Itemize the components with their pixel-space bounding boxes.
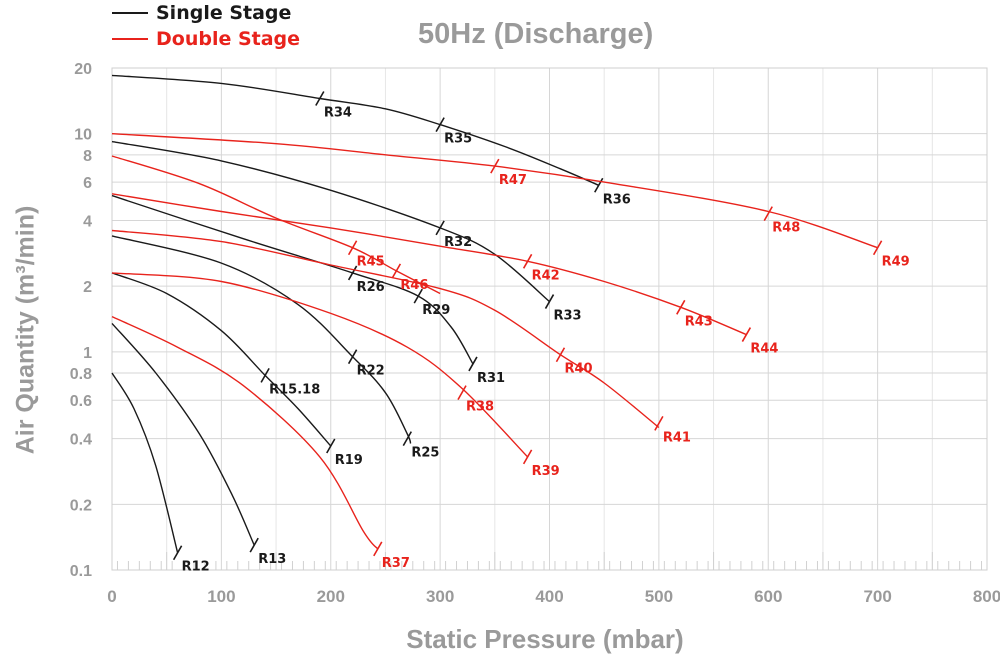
- y-tick-label: 20: [74, 61, 92, 78]
- model-marker: [347, 349, 358, 365]
- model-marker: [347, 240, 358, 256]
- model-label: R45: [357, 255, 385, 270]
- legend-swatch-double-stage: [112, 38, 148, 40]
- legend-label-single-stage: Single Stage: [156, 2, 292, 24]
- model-marker: [763, 206, 773, 222]
- model-label: R36: [603, 192, 631, 207]
- model-marker: [373, 541, 383, 557]
- model-label: R31: [477, 371, 505, 386]
- series-line-4: [111, 194, 474, 365]
- model-label: R34: [324, 105, 352, 120]
- model-marker: [522, 449, 533, 465]
- series-line-9: [111, 229, 660, 429]
- x-axis-label: Static Pressure (mbar): [406, 624, 684, 654]
- plot-frame: [111, 67, 988, 571]
- model-marker: [402, 431, 413, 447]
- x-tick-label: 100: [207, 587, 235, 606]
- model-label: R41: [663, 430, 691, 445]
- model-marker: [315, 91, 325, 106]
- model-label: R42: [532, 268, 560, 283]
- x-tick-label: 200: [317, 587, 345, 606]
- model-marker: [544, 294, 555, 309]
- x-tick-label: 0: [107, 587, 116, 606]
- y-tick-label: 8: [83, 148, 92, 165]
- series-line-2: [111, 272, 332, 447]
- legend-label-double-stage: Double Stage: [156, 28, 301, 50]
- y-tick-label: 6: [83, 175, 92, 192]
- model-label: R40: [564, 362, 592, 377]
- model-label: R37: [382, 556, 410, 571]
- legend: Single Stage Double Stage: [112, 0, 300, 52]
- x-tick-label: 600: [754, 587, 782, 606]
- y-tick-label: 0.8: [70, 366, 92, 383]
- model-marker: [872, 240, 883, 256]
- y-tick-label: 1: [83, 345, 92, 362]
- model-label: R44: [750, 342, 778, 357]
- model-label: R35: [444, 132, 472, 147]
- series-line-3: [111, 235, 412, 444]
- y-tick-label: 2: [83, 279, 92, 296]
- model-label: R48: [772, 221, 800, 236]
- model-label: R26: [357, 280, 385, 295]
- model-label: R13: [258, 552, 286, 567]
- chart-title: 50Hz (Discharge): [418, 18, 654, 50]
- model-marker: [172, 545, 183, 561]
- model-label: R19: [335, 453, 363, 468]
- model-label: R49: [882, 255, 910, 270]
- x-tick-label: 700: [863, 587, 891, 606]
- model-marker: [490, 158, 500, 174]
- model-marker: [249, 537, 259, 553]
- model-marker: [654, 415, 664, 431]
- y-tick-label: 4: [83, 213, 92, 230]
- model-label: R39: [532, 464, 560, 479]
- model-marker: [555, 347, 566, 363]
- model-label: R32: [444, 235, 472, 250]
- model-label: R38: [466, 400, 494, 415]
- y-tick-label: 0.4: [70, 432, 92, 449]
- model-marker: [676, 299, 686, 315]
- series-line-10: [111, 193, 747, 336]
- model-label: R29: [422, 303, 450, 318]
- series-line-7: [111, 315, 379, 550]
- series-line-5: [111, 140, 550, 303]
- series-line-0: [111, 372, 179, 553]
- model-marker: [594, 177, 604, 193]
- model-marker: [347, 265, 358, 281]
- x-tick-label: 300: [426, 587, 454, 606]
- model-label: R25: [411, 446, 439, 461]
- model-label: R22: [357, 364, 385, 379]
- model-marker: [468, 356, 478, 372]
- series-line-8: [111, 272, 529, 458]
- y-tick-label: 0.2: [70, 497, 92, 514]
- y-tick-label: 0.6: [70, 393, 92, 410]
- model-marker: [522, 253, 533, 269]
- legend-swatch-single-stage: [112, 12, 148, 14]
- model-marker: [413, 288, 423, 304]
- x-tick-label: 800: [973, 587, 1000, 606]
- legend-item-single-stage: Single Stage: [112, 0, 300, 26]
- y-tick-label: 0.1: [70, 563, 92, 580]
- model-label: R43: [685, 314, 713, 329]
- model-label: R12: [182, 560, 210, 575]
- model-label: R46: [400, 278, 428, 293]
- model-marker: [741, 327, 752, 342]
- x-tick-label: 400: [535, 587, 563, 606]
- series-line-1: [111, 322, 255, 546]
- model-marker: [435, 117, 445, 133]
- x-tick-label: 500: [645, 587, 673, 606]
- model-marker: [260, 367, 270, 383]
- model-label: R15.18: [269, 382, 320, 397]
- model-marker: [457, 385, 467, 401]
- model-marker: [391, 263, 402, 279]
- model-label: R47: [499, 173, 527, 188]
- legend-item-double-stage: Double Stage: [112, 26, 300, 52]
- model-label: R33: [554, 309, 582, 324]
- series-line-6: [111, 74, 599, 186]
- y-tick-label: 10: [74, 127, 92, 144]
- model-marker: [326, 438, 336, 454]
- model-marker: [435, 220, 445, 236]
